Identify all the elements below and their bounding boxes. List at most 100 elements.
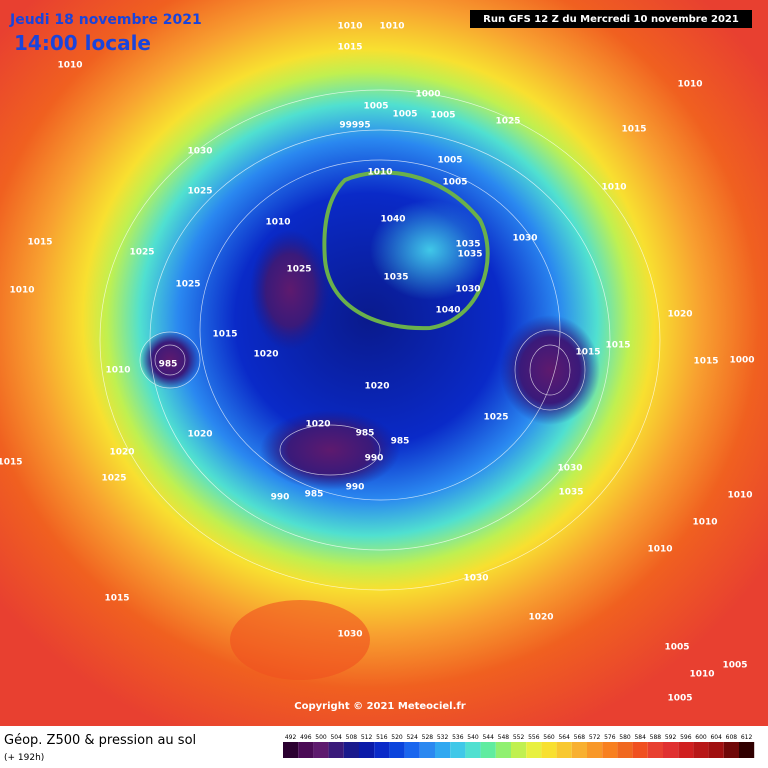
- scale-label: 576: [604, 734, 616, 741]
- scale-swatch: [283, 742, 299, 758]
- isobar-label: 1035: [383, 273, 408, 283]
- scale-swatch: [541, 742, 557, 758]
- scale-swatch: [571, 742, 587, 758]
- isobar-label: 1010: [57, 61, 82, 71]
- footer-lead: (+ 192h): [4, 753, 44, 763]
- scale-label: 536: [452, 734, 464, 741]
- scale-swatch: [708, 742, 724, 758]
- scale-swatch: [739, 742, 755, 758]
- isobar-label: 1040: [435, 306, 460, 316]
- scale-swatch: [313, 742, 329, 758]
- isobar-label: 1030: [463, 574, 488, 584]
- scale-swatch: [617, 742, 633, 758]
- run-box: [470, 10, 752, 28]
- scale-label: 612: [741, 734, 753, 741]
- scale-label: 584: [634, 734, 646, 741]
- isobar-label: 1015: [693, 357, 718, 367]
- isobar-label: 1015: [0, 458, 23, 468]
- isobar-label: 1035: [558, 488, 583, 498]
- isobar-label: 1005: [722, 661, 747, 671]
- scale-swatch: [647, 742, 663, 758]
- scale-label: 564: [558, 734, 570, 741]
- isobar-label: 1005: [363, 102, 388, 112]
- isobar-label: 1025: [129, 248, 154, 258]
- isobar-label: 990: [365, 454, 384, 464]
- scale-swatch: [678, 742, 694, 758]
- run: Run GFS 12 Z du Mercredi 10 novembre 202…: [483, 14, 739, 25]
- isobar-label: 1010: [105, 366, 130, 376]
- isobar-label: 1030: [455, 285, 480, 295]
- isobar-label: 1005: [664, 643, 689, 653]
- scale-label: 524: [406, 734, 418, 741]
- scale-label: 556: [528, 734, 540, 741]
- scale-label: 512: [361, 734, 373, 741]
- isobar-label: 1025: [101, 474, 126, 484]
- isobar-label: 1010: [265, 218, 290, 228]
- scale-label: 560: [543, 734, 555, 741]
- low-area: [260, 410, 400, 490]
- isobars: [99, 89, 661, 591]
- isobar-label: 985: [356, 429, 375, 439]
- date: Jeudi 18 novembre 2021: [9, 12, 202, 28]
- scale-swatch: [389, 742, 405, 758]
- isobar-label: 1015: [575, 348, 600, 358]
- isobar-label: 1025: [495, 117, 520, 127]
- scale-swatch: [480, 742, 496, 758]
- isobar-label: 1020: [305, 420, 330, 430]
- scale-label: 608: [726, 734, 738, 741]
- isobar-label: 985: [391, 437, 410, 447]
- scale-label: 596: [680, 734, 692, 741]
- scale-label: 516: [376, 734, 388, 741]
- isobar-label: 99995: [339, 121, 370, 131]
- isobar-label: 1020: [109, 448, 134, 458]
- isobar-label: 990: [271, 493, 290, 503]
- isobar-label: 1015: [27, 238, 52, 248]
- scale-swatch: [663, 742, 679, 758]
- scale-label: 492: [285, 734, 297, 741]
- scale-swatch: [404, 742, 420, 758]
- scale-swatch: [693, 742, 709, 758]
- isobar-label: 1040: [380, 215, 405, 225]
- isobar-label: 1020: [528, 613, 553, 623]
- isobar-label: 1000: [415, 90, 440, 100]
- isobar-label: 985: [305, 490, 324, 500]
- scale-label: 548: [498, 734, 510, 741]
- warm-area: [230, 600, 370, 680]
- scale-swatch: [359, 742, 375, 758]
- scale-swatch: [328, 742, 344, 758]
- scale-swatch: [374, 742, 390, 758]
- map-background: [0, 0, 768, 726]
- isobar-label: 1010: [379, 22, 404, 32]
- scale-label: 508: [346, 734, 358, 741]
- scale-swatch: [343, 742, 359, 758]
- time: 14:00 locale: [14, 31, 151, 55]
- scale-swatch: [632, 742, 648, 758]
- scale-label: 544: [482, 734, 494, 741]
- isobar-label: 1030: [557, 464, 582, 474]
- isobar-label: 1010: [692, 518, 717, 528]
- isobar-label: 1020: [667, 310, 692, 320]
- scale-label: 532: [437, 734, 449, 741]
- scale-swatch: [556, 742, 572, 758]
- scale-label: 572: [589, 734, 601, 741]
- isobar-label: 1005: [442, 178, 467, 188]
- isobar-label: 1010: [727, 491, 752, 501]
- scale-swatch: [419, 742, 435, 758]
- low-area: [250, 230, 330, 350]
- scale-label: 540: [467, 734, 479, 741]
- isobar-label: 1005: [392, 110, 417, 120]
- isobar-label: 1010: [677, 80, 702, 90]
- isobar-label: 1030: [187, 147, 212, 157]
- highlight-loop: [322, 170, 490, 331]
- high-area: [370, 200, 490, 300]
- low-area: [140, 330, 200, 390]
- scale-swatch: [526, 742, 542, 758]
- scale-label: 604: [710, 734, 722, 741]
- footer-title: Géop. Z500 & pression au sol: [4, 733, 196, 748]
- scale-swatch: [435, 742, 451, 758]
- isobar-labels: 1010 1015 1010 1010 1010 1000 1005 1005 1005 9999…: [0, 22, 755, 704]
- isobar-label: 990: [346, 483, 365, 493]
- isobar-label: 1010: [601, 183, 626, 193]
- isobar-label: 1035: [457, 250, 482, 260]
